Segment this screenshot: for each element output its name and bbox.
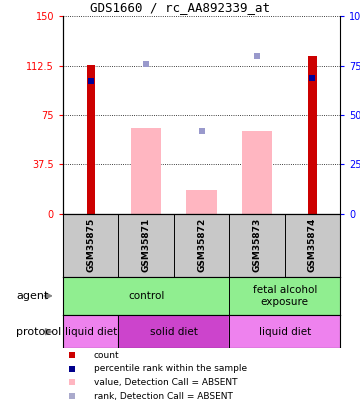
Bar bbox=[86, 65, 95, 214]
Bar bbox=[118, 315, 229, 348]
Bar bbox=[186, 190, 217, 214]
Bar bbox=[242, 131, 272, 214]
Text: rank, Detection Call = ABSENT: rank, Detection Call = ABSENT bbox=[94, 392, 233, 401]
Text: value, Detection Call = ABSENT: value, Detection Call = ABSENT bbox=[94, 378, 237, 387]
Text: agent: agent bbox=[16, 291, 49, 301]
Text: liquid diet: liquid diet bbox=[258, 327, 311, 337]
Bar bbox=[63, 315, 118, 348]
Bar bbox=[308, 56, 317, 214]
Text: GSM35873: GSM35873 bbox=[252, 218, 261, 272]
Text: GSM35874: GSM35874 bbox=[308, 218, 317, 273]
Text: protocol: protocol bbox=[16, 327, 62, 337]
Text: GSM35875: GSM35875 bbox=[86, 218, 95, 272]
Text: control: control bbox=[128, 291, 165, 301]
Bar bbox=[229, 315, 340, 348]
Text: liquid diet: liquid diet bbox=[64, 327, 117, 337]
Text: solid diet: solid diet bbox=[150, 327, 198, 337]
Bar bbox=[229, 277, 340, 315]
Bar bbox=[131, 128, 161, 214]
Text: fetal alcohol
exposure: fetal alcohol exposure bbox=[253, 285, 317, 307]
Text: GSM35871: GSM35871 bbox=[141, 218, 150, 272]
Text: GSM35872: GSM35872 bbox=[197, 218, 206, 272]
Text: GDS1660 / rc_AA892339_at: GDS1660 / rc_AA892339_at bbox=[90, 1, 270, 14]
Bar bbox=[63, 277, 229, 315]
Text: percentile rank within the sample: percentile rank within the sample bbox=[94, 364, 247, 373]
Text: count: count bbox=[94, 351, 119, 360]
